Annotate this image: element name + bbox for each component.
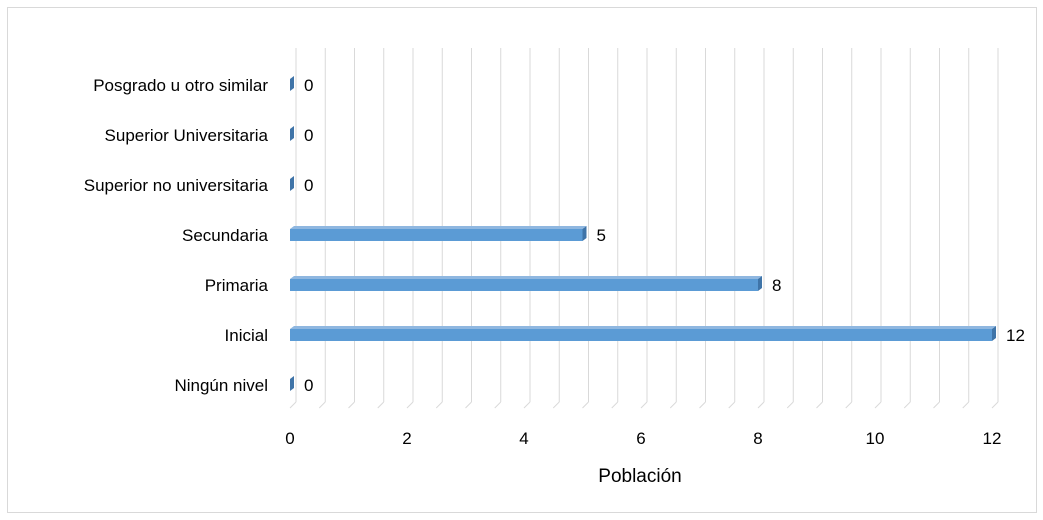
category-label: Ningún nivel [174, 376, 268, 395]
gridline-floor [552, 401, 560, 409]
x-tick-label: 8 [753, 429, 762, 448]
bar-top [290, 226, 587, 229]
category-label: Inicial [225, 326, 268, 345]
gridline-floor [786, 401, 794, 409]
bar [290, 279, 758, 291]
bar-end [290, 176, 294, 191]
x-axis-title: Población [598, 466, 681, 487]
gridline-floor [991, 401, 999, 409]
bar-end [290, 376, 294, 391]
gridline-floor [377, 401, 385, 409]
gridline-floor [669, 401, 677, 409]
gridline-floor [611, 401, 619, 409]
x-tick-label: 10 [866, 429, 885, 448]
bar [290, 329, 992, 341]
gridline-floor [348, 401, 355, 409]
bar-top [290, 326, 996, 329]
data-label: 0 [304, 76, 313, 95]
data-label: 0 [304, 176, 313, 195]
gridline-floor [962, 401, 970, 409]
gridline-floor [728, 401, 736, 409]
gridline-floor [903, 401, 911, 409]
data-label: 8 [772, 276, 781, 295]
gridline-floor [494, 401, 502, 409]
gridline-floor [874, 401, 882, 409]
gridline-floor [465, 401, 472, 409]
gridline-floor [406, 401, 414, 409]
x-tick-label: 2 [402, 429, 411, 448]
chart-frame [7, 7, 1037, 513]
data-label: 0 [304, 376, 313, 395]
category-label: Primaria [205, 276, 269, 295]
gridline-floor [523, 401, 531, 409]
bar-top [290, 276, 762, 279]
gridline-floor [757, 401, 765, 409]
gridline-floor [816, 401, 823, 409]
bar-end [582, 226, 587, 241]
gridline-floor [845, 401, 853, 409]
x-tick-label: 0 [285, 429, 294, 448]
gridline-floor [435, 401, 443, 409]
gridline-floor [699, 401, 706, 409]
gridline-floor [640, 401, 648, 409]
gridline-floor [289, 401, 297, 409]
bar-end [758, 276, 762, 291]
bar [290, 229, 583, 241]
gridline-floor [933, 401, 940, 409]
category-label: Superior no universitaria [84, 176, 269, 195]
category-label: Posgrado u otro similar [93, 76, 268, 95]
category-label: Secundaria [182, 226, 269, 245]
category-label: Superior Universitaria [105, 126, 269, 145]
bar-end [290, 76, 294, 91]
label-layer: 0 2 4 6 8 10 12 Posgrado u otro similar 0 Superio… [84, 76, 1025, 448]
bar-end [290, 126, 294, 141]
data-label: 5 [597, 226, 606, 245]
data-label: 12 [1006, 326, 1025, 345]
gridline-floor [582, 401, 589, 409]
data-label: 0 [304, 126, 313, 145]
gridline-floor [318, 401, 326, 409]
grid-layer [289, 48, 999, 409]
x-tick-label: 6 [636, 429, 645, 448]
bar-layer [290, 76, 996, 391]
x-tick-label: 4 [519, 429, 528, 448]
x-tick-label: 12 [983, 429, 1002, 448]
bar-end [992, 326, 996, 341]
